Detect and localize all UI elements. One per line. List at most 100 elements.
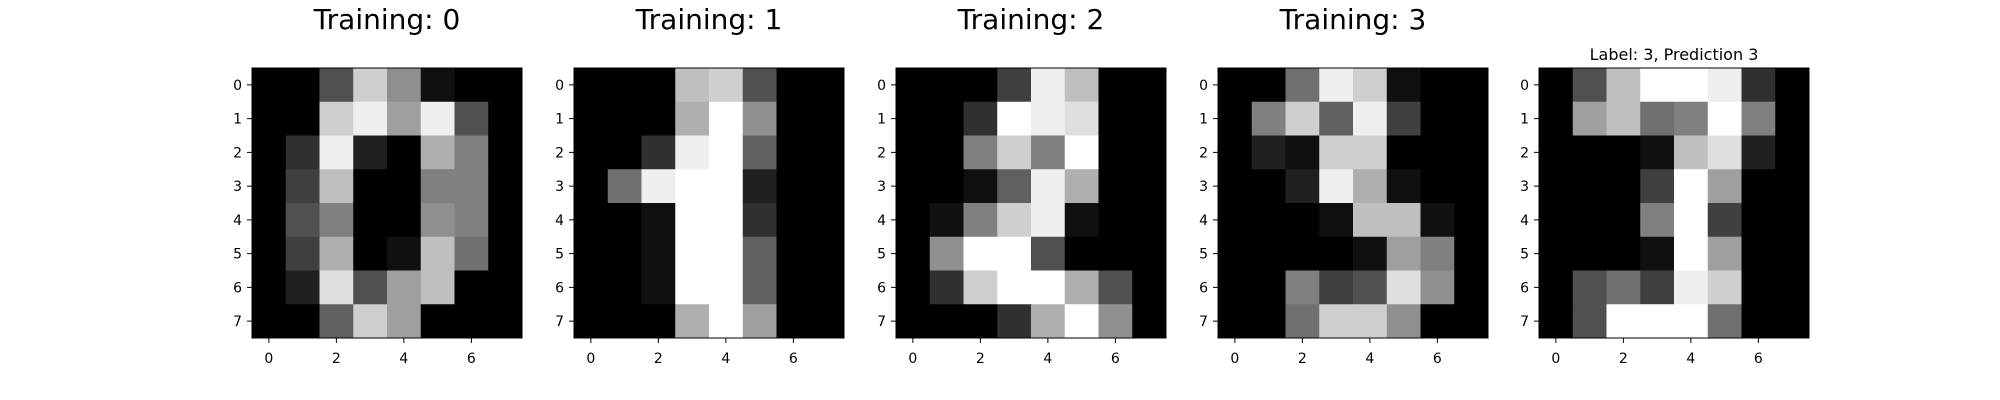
heatmap-cell	[1707, 101, 1742, 136]
heatmap-cell	[420, 203, 455, 238]
heatmap-cell	[488, 101, 523, 136]
x-tick-label: 4	[399, 351, 408, 367]
y-tick-label: 4	[1199, 213, 1208, 229]
heatmap-cell	[1319, 270, 1354, 305]
axes-frame	[251, 67, 523, 339]
x-tick-label: 4	[1043, 351, 1052, 367]
heatmap-cell	[319, 203, 354, 238]
heatmap-cell	[1386, 236, 1421, 271]
heatmap-cell	[1251, 236, 1286, 271]
heatmap-cell	[353, 270, 388, 305]
digit-image-3	[1218, 68, 1489, 339]
heatmap-cell	[1640, 236, 1675, 271]
heatmap-cell	[1285, 203, 1320, 238]
heatmap-cell	[1285, 169, 1320, 204]
heatmap-cell	[454, 203, 489, 238]
heatmap-cell	[1741, 169, 1776, 204]
heatmap-cell	[1606, 135, 1641, 170]
heatmap-cell	[1572, 304, 1607, 339]
heatmap-cell	[319, 304, 354, 339]
heatmap-cell	[607, 135, 642, 170]
y-tick-label: 3	[555, 179, 564, 195]
y-tick-label: 4	[233, 213, 242, 229]
heatmap-cell	[454, 101, 489, 136]
x-tick-label: 0	[264, 351, 273, 367]
heatmap-cell	[607, 236, 642, 271]
heatmap-cell	[810, 135, 845, 170]
heatmap-cell	[1064, 203, 1099, 238]
heatmap-cell	[1539, 169, 1574, 204]
heatmap-cell	[929, 68, 964, 103]
heatmap-cell	[776, 68, 811, 103]
heatmap-cell	[574, 135, 609, 170]
heatmap-cell	[1386, 135, 1421, 170]
heatmap-cell	[929, 101, 964, 136]
heatmap-cell	[285, 304, 320, 339]
heatmap-cell	[810, 304, 845, 339]
heatmap-cell	[1420, 304, 1455, 339]
heatmap-cell	[963, 270, 998, 305]
heatmap-cell	[963, 203, 998, 238]
heatmap-cell	[1251, 169, 1286, 204]
heatmap-cell	[488, 270, 523, 305]
subplot-title: Training: 1	[635, 3, 783, 36]
heatmap-cell	[1353, 101, 1388, 136]
heatmap-cell	[1640, 270, 1675, 305]
heatmap-cell	[454, 270, 489, 305]
heatmap-cell	[1454, 270, 1489, 305]
heatmap-cell	[675, 203, 710, 238]
x-tick-label: 0	[1551, 351, 1560, 367]
heatmap-cell	[252, 236, 287, 271]
heatmap-cell	[810, 236, 845, 271]
heatmap-cell	[709, 135, 744, 170]
heatmap-cell	[387, 135, 422, 170]
heatmap-cell	[1775, 203, 1810, 238]
heatmap-cell	[1454, 304, 1489, 339]
heatmap-cell	[675, 236, 710, 271]
heatmap-cell	[1285, 68, 1320, 103]
heatmap-cell	[1031, 135, 1066, 170]
heatmap-cell	[285, 203, 320, 238]
heatmap-cell	[963, 304, 998, 339]
heatmap-cell	[997, 304, 1032, 339]
heatmap-cell	[252, 304, 287, 339]
heatmap-cell	[1572, 203, 1607, 238]
heatmap-cell	[353, 135, 388, 170]
heatmap-cell	[1775, 169, 1810, 204]
heatmap-cell	[607, 101, 642, 136]
heatmap-cell	[1454, 203, 1489, 238]
y-tick-label: 7	[1520, 314, 1529, 330]
heatmap-cell	[1420, 169, 1455, 204]
heatmap-cell	[1741, 101, 1776, 136]
y-tick-label: 4	[877, 213, 886, 229]
heatmap-cell	[1064, 270, 1099, 305]
heatmap-cell	[420, 236, 455, 271]
heatmap-cell	[1098, 304, 1133, 339]
heatmap-cell	[1640, 135, 1675, 170]
y-tick-label: 1	[1520, 112, 1529, 128]
heatmap-cell	[319, 68, 354, 103]
y-tick-label: 3	[233, 179, 242, 195]
heatmap-cell	[353, 203, 388, 238]
heatmap-cell	[1454, 236, 1489, 271]
heatmap-cell	[776, 169, 811, 204]
heatmap-cell	[1640, 101, 1675, 136]
heatmap-cell	[896, 135, 931, 170]
x-tick-label: 6	[1754, 351, 1763, 367]
y-tick-label: 7	[233, 314, 242, 330]
heatmap-cell	[997, 68, 1032, 103]
heatmap-cell	[1674, 101, 1709, 136]
heatmap-cell	[1098, 236, 1133, 271]
heatmap-cell	[1132, 68, 1167, 103]
heatmap-cell	[1606, 101, 1641, 136]
heatmap-cell	[1741, 270, 1776, 305]
heatmap-cell	[420, 304, 455, 339]
heatmap-cell	[1539, 304, 1574, 339]
heatmap-cell	[574, 203, 609, 238]
heatmap-cell	[607, 304, 642, 339]
heatmap-cell	[387, 68, 422, 103]
heatmap-cell	[488, 169, 523, 204]
heatmap-cell	[1386, 270, 1421, 305]
heatmap-cell	[1251, 203, 1286, 238]
heatmap-cell	[997, 270, 1032, 305]
